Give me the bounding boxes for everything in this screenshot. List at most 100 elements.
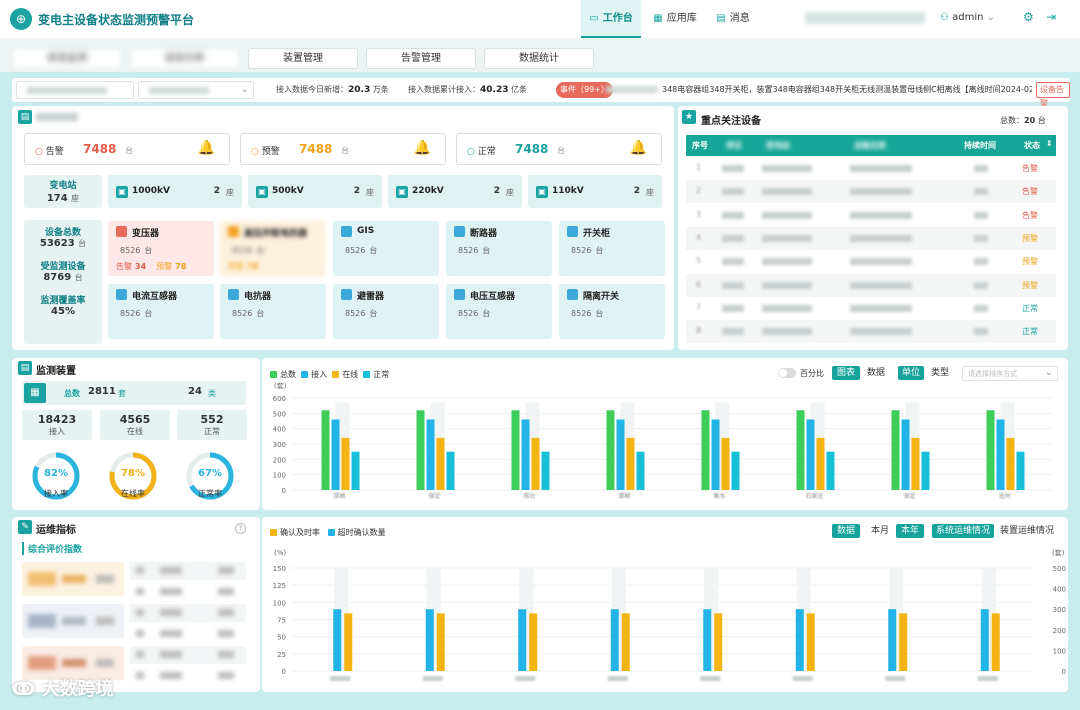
bar-正常[interactable] — [541, 451, 550, 490]
bar-总数[interactable] — [796, 410, 805, 490]
bar-在线[interactable] — [1006, 437, 1015, 490]
settings-icon[interactable]: ⚙ — [1023, 10, 1034, 24]
normal-summary[interactable]: ○ 正常 7488 台 🔔 — [456, 133, 662, 165]
bar-在线[interactable] — [626, 437, 635, 490]
bar-总数[interactable] — [891, 410, 900, 490]
bar-确认及时率[interactable] — [980, 609, 989, 671]
device-card[interactable]: 隔离开关 8526 台 — [559, 284, 665, 339]
bar-确认及时率[interactable] — [333, 609, 342, 671]
system-ops-button[interactable]: 系统运维情况 — [932, 524, 994, 538]
table-row[interactable]: 3 告警 — [686, 203, 1056, 227]
device-card[interactable]: 电压互感器 8526 台 — [446, 284, 552, 339]
bar-接入[interactable] — [806, 419, 815, 490]
device-card[interactable]: 电抗器 8526 台 — [220, 284, 326, 339]
table-row[interactable]: 2 告警 — [686, 180, 1056, 204]
bar-超时确认数量[interactable] — [436, 613, 445, 671]
bar-在线[interactable] — [721, 437, 730, 490]
bar-总数[interactable] — [606, 410, 615, 490]
bar-超时确认数量[interactable] — [899, 613, 908, 671]
table-row[interactable]: 5 预警 — [686, 250, 1056, 274]
voltage-500kv[interactable]: ▣ 500kV 2 座 — [248, 175, 382, 208]
bar-确认及时率[interactable] — [795, 609, 804, 671]
type-button[interactable]: 类型 — [926, 366, 954, 380]
nav-workbench[interactable]: ▭ 工作台 — [581, 0, 641, 38]
bar-正常[interactable] — [1016, 451, 1025, 490]
bar-接入[interactable] — [996, 419, 1005, 490]
this-month-button[interactable]: 本月 — [866, 524, 894, 538]
ops-data-button[interactable]: 数据 — [832, 524, 860, 538]
bar-接入[interactable] — [901, 419, 910, 490]
legend-confirm-rate[interactable]: 确认及时率 — [270, 528, 320, 537]
bar-接入[interactable] — [711, 419, 720, 490]
tab-device-management[interactable]: 装置管理 — [248, 48, 358, 69]
unit-button[interactable]: 单位 — [898, 366, 924, 380]
bar-正常[interactable] — [636, 451, 645, 490]
legend-online[interactable]: 在线 — [332, 370, 358, 379]
bar-超时确认数量[interactable] — [529, 613, 538, 671]
bar-总数[interactable] — [511, 410, 520, 490]
tab-data-statistics[interactable]: 数据统计 — [484, 48, 594, 69]
bar-确认及时率[interactable] — [610, 609, 619, 671]
bar-超时确认数量[interactable] — [991, 613, 1000, 671]
bar-总数[interactable] — [701, 410, 710, 490]
alarm-summary[interactable]: ○ 告警 7488 台 🔔 — [24, 133, 230, 165]
help-icon[interactable]: ? — [235, 523, 246, 534]
nav-app-library[interactable]: ▦ 应用库 — [645, 0, 705, 38]
device-card[interactable]: 避雷器 8526 台 — [333, 284, 439, 339]
chart-view-button[interactable]: 图表 — [832, 366, 860, 380]
table-row[interactable]: 4 预警 — [686, 226, 1056, 250]
device-alarm-button[interactable]: 设备告警 — [1036, 82, 1070, 108]
this-year-button[interactable]: 本年 — [896, 524, 924, 538]
nav-messages[interactable]: ▤ 消息 — [708, 0, 758, 38]
bar-接入[interactable] — [521, 419, 530, 490]
bar-总数[interactable] — [986, 410, 995, 490]
bar-在线[interactable] — [341, 437, 350, 490]
bar-超时确认数量[interactable] — [344, 613, 353, 671]
bar-正常[interactable] — [351, 451, 360, 490]
bar-在线[interactable] — [436, 437, 445, 490]
legend-timeout-count[interactable]: 超时确认数量 — [327, 528, 386, 537]
voltage-220kv[interactable]: ▣ 220kV 2 座 — [388, 175, 522, 208]
legend-normal[interactable]: 正常 — [363, 370, 389, 379]
sort-select[interactable]: 请选择排序方式 ⌄ — [962, 366, 1058, 381]
device-card[interactable]: 断路器 8526 台 — [446, 221, 552, 276]
bar-确认及时率[interactable] — [518, 609, 527, 671]
bar-接入[interactable] — [426, 419, 435, 490]
bar-超时确认数量[interactable] — [621, 613, 630, 671]
legend-total[interactable]: 总数 — [270, 370, 296, 379]
percent-toggle[interactable] — [778, 368, 796, 378]
bar-超时确认数量[interactable] — [714, 613, 723, 671]
bar-在线[interactable] — [816, 437, 825, 490]
tab-status-monitoring[interactable]: 状态监测 — [12, 48, 122, 69]
station-select[interactable]: ⌄ — [138, 81, 254, 99]
device-card[interactable]: GIS 8526 台 — [333, 221, 439, 276]
bar-正常[interactable] — [826, 451, 835, 490]
bar-确认及时率[interactable] — [888, 609, 897, 671]
voltage-1000kv[interactable]: ▣ 1000kV 2 座 — [108, 175, 242, 208]
device-card[interactable]: 高压并联电抗器 8526 台预警 78 — [220, 221, 326, 276]
device-card[interactable]: 开关柜 8526 台 — [559, 221, 665, 276]
table-row[interactable]: 8 正常 — [686, 320, 1056, 344]
bar-确认及时率[interactable] — [425, 609, 434, 671]
device-card[interactable]: 电流互感器 8526 台 — [108, 284, 214, 339]
bar-在线[interactable] — [531, 437, 540, 490]
bar-接入[interactable] — [616, 419, 625, 490]
table-row[interactable]: 1 告警 — [686, 157, 1056, 180]
event-badge[interactable]: 事件（99+） — [556, 82, 613, 98]
table-row[interactable]: 7 正常 — [686, 296, 1056, 320]
data-view-button[interactable]: 数据 — [862, 366, 890, 380]
bar-正常[interactable] — [731, 451, 740, 490]
event-ticker[interactable]: 348电容器组348开关柜，装置348电容器组348开关柜无线测温装置母线侧C相… — [662, 85, 1032, 94]
user-menu[interactable]: ⚇ admin ⌄ — [940, 12, 996, 23]
tab-status-analysis[interactable]: 状态分析 — [130, 48, 240, 69]
device-card[interactable]: 变压器 8526 台告警 34 预警 78 — [108, 221, 214, 276]
bar-接入[interactable] — [331, 419, 340, 490]
sort-icon[interactable]: ⇕ — [1046, 139, 1053, 148]
bar-正常[interactable] — [921, 451, 930, 490]
voltage-110kv[interactable]: ▣ 110kV 2 座 — [528, 175, 662, 208]
warning-summary[interactable]: ○ 预警 7488 台 🔔 — [240, 133, 446, 165]
logout-icon[interactable]: ⇥ — [1046, 10, 1057, 24]
table-row[interactable]: 6 预警 — [686, 273, 1056, 297]
bar-超时确认数量[interactable] — [806, 613, 815, 671]
bar-正常[interactable] — [446, 451, 455, 490]
